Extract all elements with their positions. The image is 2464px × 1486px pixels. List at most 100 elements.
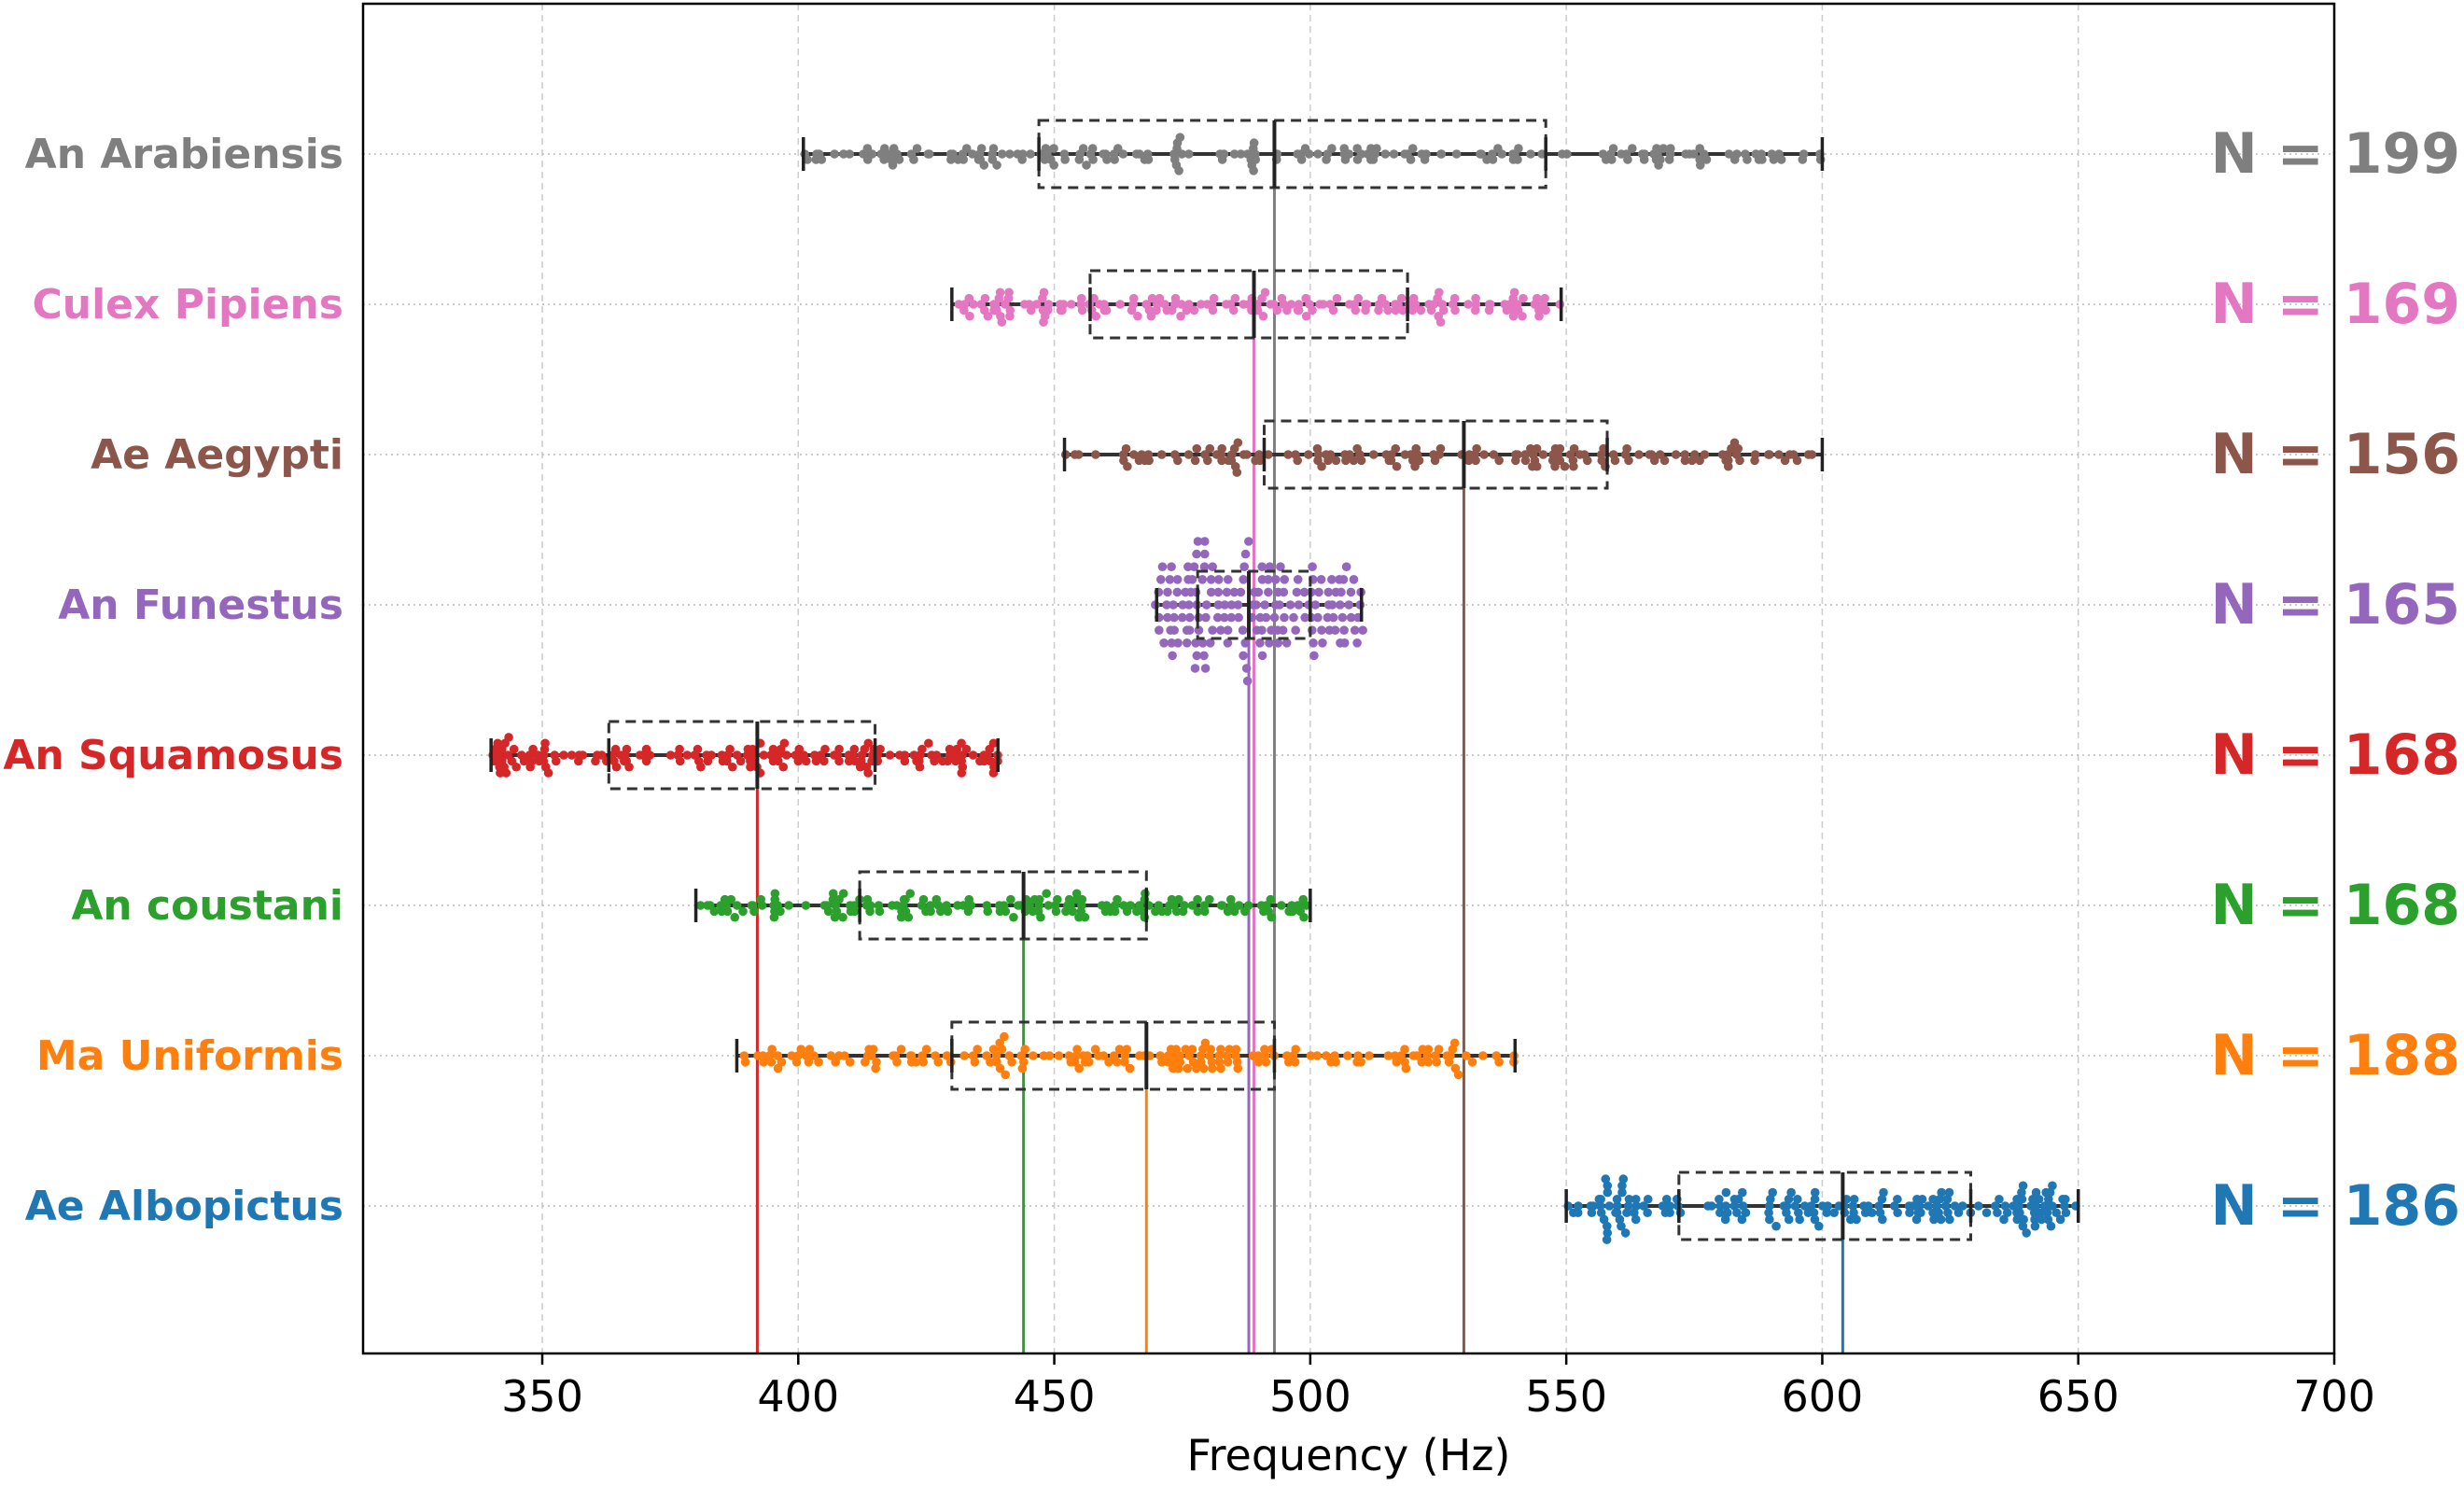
data-point (1479, 450, 1489, 459)
data-point (840, 1051, 849, 1060)
data-point (931, 750, 942, 760)
data-point (917, 744, 927, 754)
data-point (865, 901, 875, 910)
data-point (2034, 1194, 2044, 1204)
data-point (1434, 1044, 1444, 1054)
data-point (727, 762, 737, 772)
data-point (1764, 450, 1774, 459)
data-point (1177, 300, 1186, 309)
data-point (1622, 1208, 1631, 1218)
data-point (1257, 625, 1267, 635)
data-point (1316, 575, 1326, 584)
data-point (1356, 1058, 1365, 1067)
data-point (2044, 1194, 2053, 1204)
series-ae-aegypti (1060, 419, 1825, 490)
data-point (2018, 1181, 2028, 1191)
data-point (1426, 305, 1436, 315)
median-lines (755, 154, 1844, 1353)
data-point (973, 1044, 982, 1054)
data-point (1039, 317, 1048, 327)
data-point (732, 901, 742, 910)
data-point (1162, 600, 1171, 610)
data-point (725, 744, 735, 754)
data-point (1957, 1201, 1967, 1211)
data-point (903, 912, 914, 922)
data-point (838, 889, 848, 899)
data-point (2002, 1208, 2012, 1218)
data-point (1146, 311, 1156, 321)
data-point (875, 744, 885, 754)
data-point (1936, 1214, 1946, 1225)
data-point (511, 762, 521, 772)
data-point (1190, 664, 1200, 673)
data-point (1192, 549, 1201, 559)
data-point (1741, 1208, 1751, 1218)
data-point (988, 738, 999, 749)
data-point (1795, 1214, 1804, 1225)
data-point (1737, 1187, 1747, 1198)
category-label: An Squamosus (3, 732, 343, 779)
category-label: Ma Uniformis (36, 1032, 343, 1080)
data-point (1200, 537, 1210, 546)
data-point (1277, 901, 1286, 910)
data-point (1391, 443, 1401, 454)
data-point (1234, 612, 1243, 623)
data-point (1178, 600, 1187, 610)
data-point (1317, 625, 1326, 635)
data-point (1193, 537, 1203, 546)
data-point (1810, 1194, 1820, 1204)
data-point (793, 756, 804, 766)
data-point (1810, 1187, 1820, 1198)
data-point (1239, 575, 1248, 584)
data-point (1099, 1051, 1109, 1060)
data-point (1893, 1208, 1902, 1218)
data-point (976, 144, 987, 153)
data-point (1157, 562, 1168, 571)
data-point (1216, 625, 1225, 635)
plot-frame (361, 2, 2336, 1355)
category-label: Ae Albopictus (25, 1183, 343, 1230)
data-point (1462, 1051, 1471, 1060)
data-point (1203, 456, 1212, 466)
data-point (1172, 587, 1183, 597)
data-point (1494, 456, 1504, 466)
data-point (1520, 456, 1531, 466)
data-point (1665, 1208, 1674, 1218)
data-point (1993, 1208, 2002, 1218)
data-point (1183, 450, 1194, 459)
data-point (1159, 638, 1169, 648)
data-point (1470, 305, 1480, 315)
data-point (747, 756, 757, 766)
data-point (959, 1051, 970, 1060)
data-point (983, 311, 993, 321)
data-point (1573, 1208, 1583, 1218)
data-point (501, 768, 511, 778)
data-point (1167, 305, 1177, 315)
data-point (1054, 1051, 1064, 1060)
data-point (1191, 638, 1200, 648)
data-point (1604, 1201, 1615, 1211)
data-point (1280, 612, 1289, 623)
data-point (1216, 1044, 1225, 1054)
data-point (1006, 894, 1015, 904)
data-point (1737, 1214, 1747, 1225)
data-point (1184, 612, 1195, 623)
data-point (1233, 600, 1243, 610)
data-point (805, 1044, 815, 1054)
data-point (1206, 575, 1216, 584)
data-point (1127, 305, 1137, 315)
data-point (540, 738, 550, 749)
data-point (1264, 575, 1273, 584)
data-point (1634, 450, 1644, 459)
data-point (1765, 1214, 1774, 1225)
data-point (1356, 456, 1366, 466)
data-point (1349, 456, 1359, 466)
data-point (801, 756, 811, 766)
data-point (1689, 450, 1700, 459)
data-point (1715, 1194, 1724, 1204)
x-tick-label: 350 (501, 1371, 583, 1422)
data-point (1313, 149, 1323, 159)
data-point (1144, 456, 1154, 466)
x-axis: 350 400 450 500 550 600 650 700 (501, 1353, 2375, 1422)
